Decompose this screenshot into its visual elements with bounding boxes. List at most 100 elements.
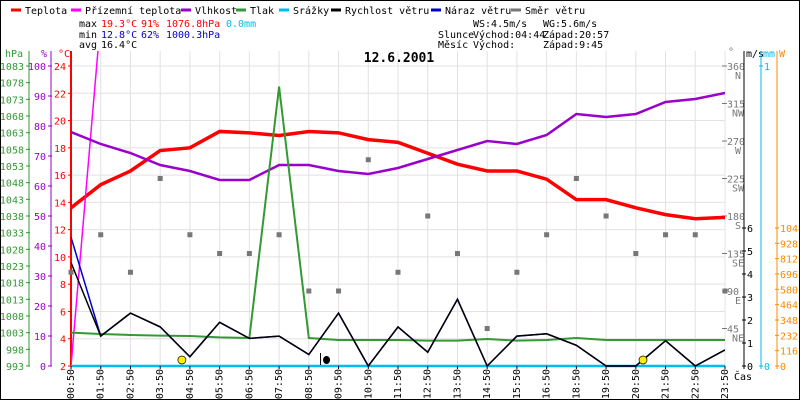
tick-label-hum: 30 [34, 272, 46, 283]
tick-label-compass: N [735, 71, 741, 82]
tick-label-compass: SW [732, 184, 745, 195]
wind-direction-point [722, 288, 728, 294]
wind-direction-point [663, 232, 669, 238]
x-tick-label: 21:50 [661, 369, 672, 399]
tick-label-solar: 0 [780, 362, 786, 373]
axis-unit-ms: m/s [746, 49, 764, 60]
x-tick-label: 16:50 [542, 369, 553, 399]
tick-label-temp: 8 [60, 280, 66, 291]
sunrise-sun-icon [177, 355, 187, 365]
tick-label-solar: 812 [780, 255, 798, 266]
x-tick-label: 11:50 [393, 369, 404, 399]
tick-label-wind: 4 [747, 270, 753, 281]
tick-label-hum: 0 [40, 362, 46, 373]
moon-icon [323, 356, 331, 364]
tick-label-solar: 116 [780, 347, 798, 358]
x-tick-label: 20:50 [631, 369, 642, 399]
tick-label-solar: 232 [780, 331, 798, 342]
tick-label-press: 998 [6, 345, 24, 356]
wind-direction-point [544, 232, 550, 238]
tick-label-press: 1038 [1, 212, 24, 223]
tick-label-temp: 14 [54, 198, 66, 209]
legend-item-6: Náraz větru [431, 5, 511, 17]
x-tick-label: 08:50 [304, 369, 315, 399]
wind-direction-point [217, 251, 223, 256]
tick-label-hum: 90 [34, 92, 46, 103]
tick-label-wind: 0 [747, 362, 753, 373]
tick-label-dir: 360 [727, 62, 745, 73]
series-line-1 [71, 51, 99, 367]
stats-sunset: Západ:20:57 [543, 29, 609, 41]
legend-label: Vlhkost [195, 6, 237, 17]
tick-label-rain: 1 [764, 62, 770, 73]
stats-max-label: max [79, 19, 97, 30]
axis-unit-percent: % [41, 49, 47, 60]
stats-max-press: 1076.8hPa [166, 19, 220, 30]
stats-avg-label: avg [79, 40, 97, 51]
tick-label-compass: NE [732, 334, 744, 345]
legend-label: Přízemní teplota [85, 5, 181, 17]
wind-direction-point [484, 326, 490, 331]
tick-label-solar: 1044 [780, 224, 800, 235]
tick-label-hum: 10 [34, 332, 46, 343]
tick-label-hum: 100 [28, 62, 46, 73]
legend-label: Rychlost větru [345, 5, 429, 17]
stats-min-temp: 12.8°C [101, 30, 137, 41]
tick-label-solar: 464 [780, 301, 798, 312]
axis-unit-celsius: °C [58, 49, 70, 60]
tick-label-compass: W [735, 146, 742, 157]
stats-moonset: Západ:9:45 [543, 39, 603, 51]
wind-direction-point [365, 157, 371, 163]
series-line-2 [71, 91, 725, 182]
stats-max-rain: 0.0mm [226, 19, 256, 30]
axis-unit-w: W [779, 49, 786, 60]
tick-label-temp: 18 [54, 144, 66, 155]
x-tick-label: 01:50 [96, 369, 107, 399]
tick-label-wind: 1 [747, 339, 753, 350]
tick-label-temp: 16 [54, 171, 66, 182]
x-tick-label: 18:50 [571, 369, 582, 399]
tick-label-wind: 5 [747, 247, 753, 258]
stats-min-label: min [79, 30, 97, 41]
legend-item-3: Tlak [236, 6, 274, 17]
tick-label-press: 1078 [1, 79, 24, 90]
legend-item-2: Vlhkost [181, 6, 237, 17]
legend-item-1: Přízemní teplota [71, 5, 181, 17]
stats-sun-label: Slunce [438, 30, 474, 41]
tick-label-hum: 80 [34, 122, 46, 133]
x-tick-label: 22:50 [690, 369, 701, 399]
tick-label-temp: 4 [60, 335, 66, 346]
stats-wind-gust: WG:5.6m/s [543, 19, 597, 30]
tick-label-dir: 135 [727, 250, 745, 261]
x-tick-label: 12:50 [423, 369, 434, 399]
tick-label-dir: 315 [727, 100, 745, 111]
tick-label-solar: 696 [780, 270, 798, 281]
legend-label: Směr větru [525, 5, 585, 17]
tick-label-press: 1028 [1, 245, 24, 256]
tick-label-hum: 20 [34, 302, 46, 313]
stats-moonrise: Východ: [473, 39, 515, 51]
wind-direction-point [306, 288, 312, 294]
stats-wind-speed: WS:4.5m/s [473, 19, 527, 30]
tick-label-temp: 12 [54, 226, 66, 237]
series-line-0 [71, 129, 725, 221]
x-tick-label: 07:50 [274, 369, 285, 399]
tick-label-dir: 180 [727, 212, 745, 223]
x-tick-label: 19:50 [601, 369, 612, 399]
axis-unit-hpa: hPa [5, 49, 23, 60]
series-line-3 [71, 86, 725, 342]
tick-label-hum: 50 [34, 212, 46, 223]
tick-label-rain: 0 [764, 362, 770, 373]
tick-label-hum: 40 [34, 242, 46, 253]
x-tick-label: 02:50 [125, 369, 136, 399]
tick-label-press: 1018 [1, 279, 24, 290]
legend-label: Náraz větru [445, 5, 511, 17]
x-tick-label: 04:50 [185, 369, 196, 399]
x-tick-label: 23:50 [720, 369, 731, 399]
tick-label-press: 1073 [1, 95, 24, 106]
legend-item-4: Srážky [279, 5, 329, 17]
tick-label-press: 1033 [1, 229, 24, 240]
x-tick-label: 00:50 [66, 369, 77, 399]
wind-direction-point [692, 232, 698, 238]
tick-label-solar: 580 [780, 285, 798, 296]
